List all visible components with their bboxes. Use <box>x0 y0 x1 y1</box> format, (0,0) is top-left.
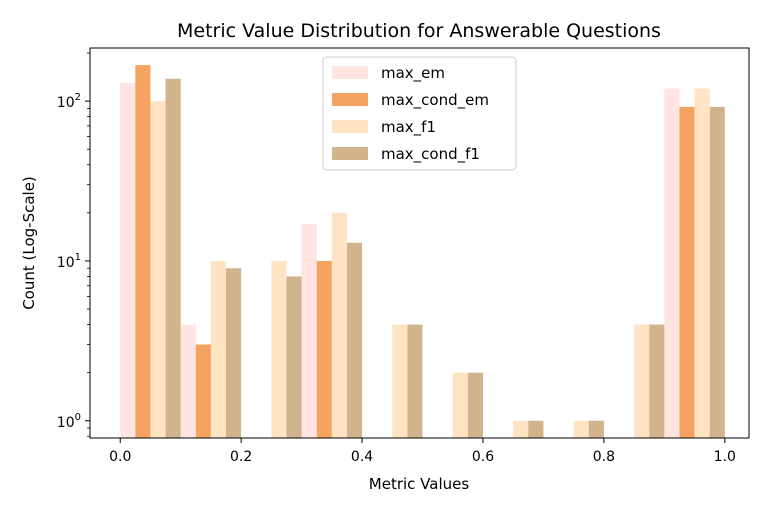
bar-max_cond_em-bin-0 <box>135 65 151 438</box>
y-tick-label: 101 <box>57 252 81 271</box>
bar-max_em-bin-9 <box>664 88 680 438</box>
bar-max_cond_f1-bin-6 <box>528 420 544 438</box>
bar-max_cond_f1-bin-4 <box>407 324 423 438</box>
bar-max_cond_em-bin-3 <box>316 260 332 438</box>
legend-swatch-max_f1 <box>332 120 368 133</box>
x-axis-label: Metric Values <box>369 475 470 493</box>
bar-max_f1-bin-5 <box>452 372 468 438</box>
bar-max_cond_f1-bin-8 <box>649 324 665 438</box>
legend-label-max_f1: max_f1 <box>381 118 436 137</box>
legend-swatch-max_cond_em <box>332 93 368 106</box>
x-tick-label: 1.0 <box>714 449 736 465</box>
bar-max_f1-bin-2 <box>271 260 287 438</box>
bar-max_f1-bin-9 <box>694 88 710 438</box>
legend-label-max_cond_em: max_cond_em <box>381 91 489 110</box>
plot-frame <box>89 47 750 439</box>
x-tick-label: 0.6 <box>472 449 494 465</box>
bar-max_f1-bin-1 <box>210 260 227 438</box>
bar-max_f1-bin-3 <box>331 212 347 438</box>
bar-max_cond_f1-bin-5 <box>467 372 483 438</box>
legend-box <box>322 56 517 171</box>
bars-group <box>120 65 725 439</box>
bar-max_cond_f1-bin-9 <box>709 106 725 438</box>
bar-max_cond_f1-bin-2 <box>286 276 302 438</box>
bar-max_em-bin-1 <box>180 324 196 438</box>
bar-max_cond_f1-bin-1 <box>226 268 242 438</box>
bar-max_f1-bin-0 <box>150 101 166 438</box>
x-axis-ticks: 0.0 0.2 0.4 0.6 0.8 1.0 <box>109 438 736 465</box>
x-tick-label: 0.8 <box>593 449 615 465</box>
bar-max_f1-bin-6 <box>513 420 529 438</box>
bar-max_cond_f1-bin-0 <box>165 78 181 439</box>
y-tick-label: 102 <box>57 92 81 111</box>
y-axis-label: Count (Log-Scale) <box>20 176 38 310</box>
bar-max_cond_em-bin-9 <box>679 106 695 438</box>
bar-max_em-bin-3 <box>301 224 317 438</box>
y-tick-label: 100 <box>57 412 81 431</box>
legend-label-max_em: max_em <box>381 64 445 83</box>
legend-label-max_cond_f1: max_cond_f1 <box>381 145 480 164</box>
y-axis-ticks: 100 101 102 <box>57 52 90 437</box>
bar-max_f1-bin-4 <box>392 324 408 438</box>
bar-max_cond_em-bin-1 <box>195 344 211 438</box>
bar-max_cond_f1-bin-7 <box>588 420 604 438</box>
bar-max_em-bin-0 <box>120 82 136 438</box>
bar-max_cond_f1-bin-3 <box>346 242 363 438</box>
chart-title: Metric Value Distribution for Answerable… <box>177 20 661 42</box>
x-tick-label: 0.4 <box>351 449 373 465</box>
legend-swatch-max_cond_f1 <box>332 147 368 160</box>
bar-max_f1-bin-8 <box>634 324 650 438</box>
legend-swatch-max_em <box>332 66 368 79</box>
bar-max_f1-bin-7 <box>573 420 589 438</box>
legend: max_em max_cond_em max_f1 max_cond_f1 <box>322 56 517 171</box>
x-tick-label: 0.0 <box>109 449 131 465</box>
x-tick-label: 0.2 <box>230 449 252 465</box>
